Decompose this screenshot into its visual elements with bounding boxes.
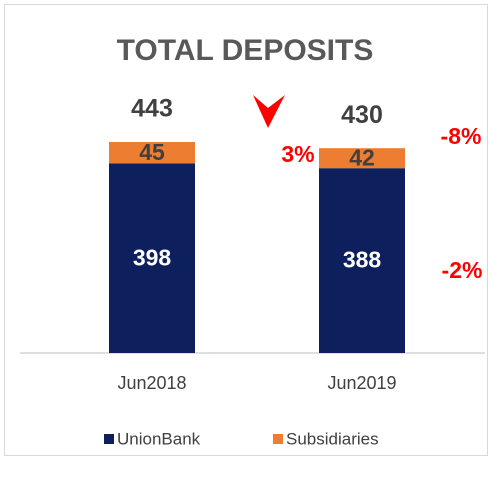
data-label: 398 (133, 244, 172, 270)
annotation: 3% (281, 141, 314, 167)
bar-segment (319, 148, 405, 169)
data-label: 388 (343, 247, 382, 273)
x-tick-label: Jun2018 (117, 373, 186, 393)
legend-label: UnionBank (117, 429, 201, 448)
bar-segment (319, 168, 405, 353)
chart-title: TOTAL DEPOSITS (117, 34, 374, 67)
legend-label: Subsidiaries (286, 429, 379, 448)
down-arrow (253, 95, 285, 128)
total-label: 430 (341, 101, 383, 129)
bar-segment (109, 142, 195, 164)
chart-frame (4, 4, 488, 456)
total-label: 443 (131, 95, 173, 123)
data-label: 45 (139, 139, 165, 165)
data-label: 42 (349, 144, 375, 170)
annotation: -8% (441, 123, 482, 149)
x-tick-label: Jun2019 (327, 373, 396, 393)
legend-swatch (104, 434, 114, 444)
annotation: -2% (442, 257, 483, 283)
bar-segment (109, 163, 195, 353)
legend-swatch (273, 434, 283, 444)
